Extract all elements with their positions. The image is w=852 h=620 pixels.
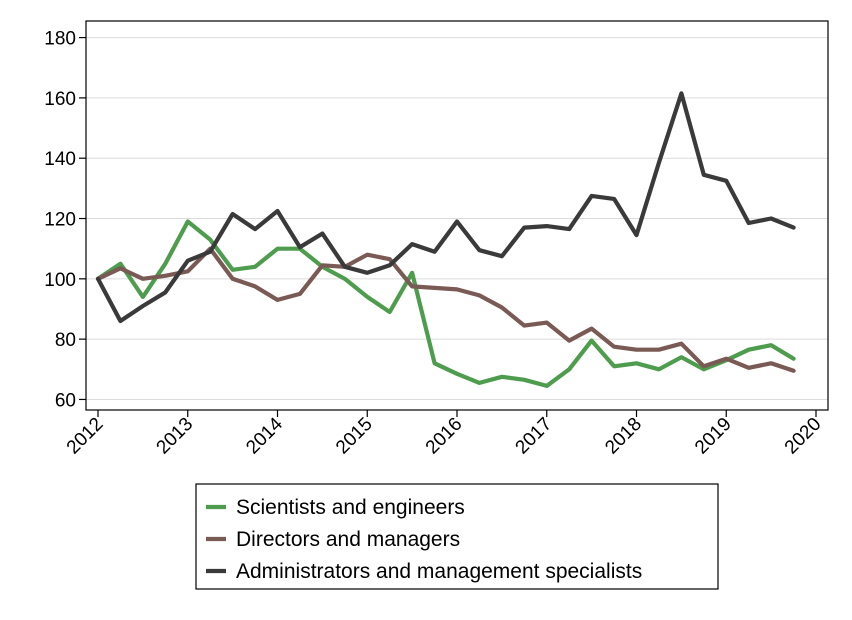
x-tick-label-2013: 2013 [153,414,198,459]
x-tick-label-2012: 2012 [63,414,108,459]
y-tick-label-140: 140 [44,149,76,170]
legend-label-1: Scientists and engineers [236,496,465,519]
x-tick-label-2016: 2016 [422,414,467,459]
x-tick-label-2020: 2020 [781,414,826,459]
legend-label-2: Directors and managers [236,528,460,551]
y-axis: 60 80 100 120 140 160 180 [44,29,86,411]
y-tick-label-180: 180 [44,29,76,50]
x-tick-label-2017: 2017 [512,414,557,459]
x-axis: 2012 2013 2014 2015 2016 2017 2018 2019 2020 [63,410,826,458]
x-tick-label-2018: 2018 [601,414,646,459]
y-tick-label-100: 100 [44,270,76,291]
x-tick-label-2019: 2019 [691,414,736,459]
y-tick-label-80: 80 [55,330,76,351]
x-tick-label-2015: 2015 [332,414,377,459]
y-tick-label-160: 160 [44,89,76,110]
series-line-2 [95,246,796,373]
series-lines [95,91,796,388]
series-line-3 [95,91,796,324]
series-line-1 [95,219,796,388]
y-tick-label-120: 120 [44,210,76,231]
plot-area [85,20,829,411]
y-tick-label-60: 60 [55,390,76,411]
legend-frame [195,483,719,590]
x-tick-label-2014: 2014 [242,413,287,458]
legend-label-3: Administrators and management specialist… [236,560,642,583]
grid-lines [86,37,828,400]
legend: Scientists and engineers Directors and ma… [195,483,719,590]
